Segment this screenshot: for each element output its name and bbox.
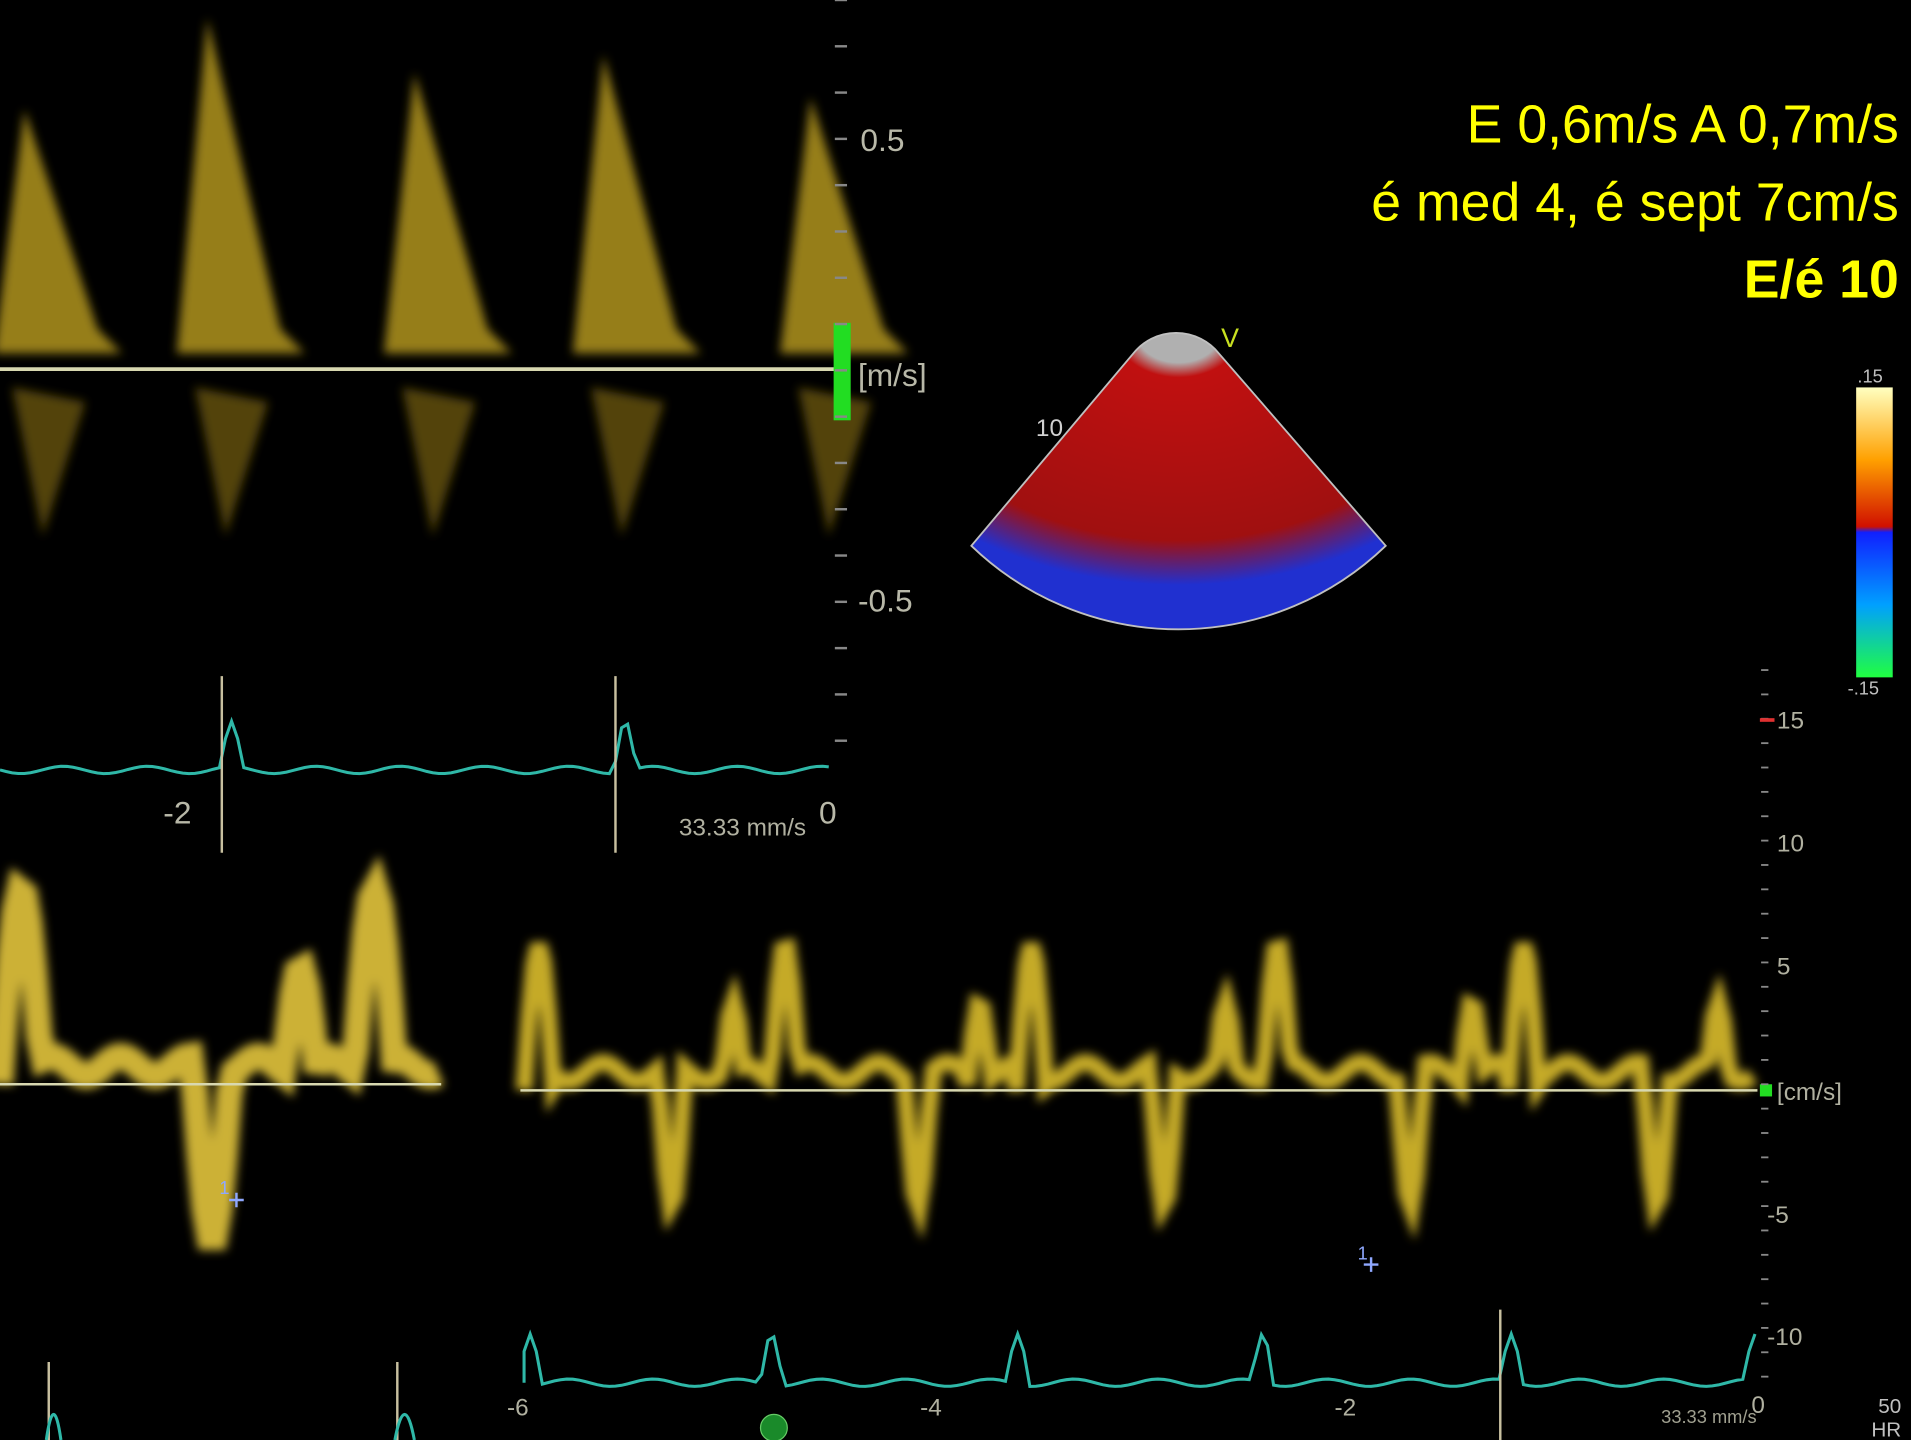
- annotation-line: E 0,6m/s A 0,7m/s: [1467, 95, 1899, 155]
- color-bar: [1856, 387, 1893, 677]
- tissue-doppler-trace: [524, 944, 1753, 1206]
- scale-label: 5: [1777, 954, 1791, 981]
- spectral-envelope: [384, 73, 512, 353]
- scale-label: -5: [1767, 1202, 1789, 1229]
- ecg-trace: [0, 721, 829, 773]
- spectral-envelope: [0, 110, 122, 354]
- color-bar-min: -.15: [1848, 677, 1879, 698]
- page: 0.5 [m/s] -0.5 -2 0 33.33 mm/s V 10 .15 …: [0, 0, 1911, 1440]
- scale-label: 0.5: [860, 122, 904, 158]
- marker: 1: [1358, 1243, 1368, 1264]
- scale-label: -0.5: [858, 583, 913, 619]
- indicator-dot: [761, 1414, 788, 1440]
- ecg-trace: [46, 1414, 414, 1440]
- heart-rate-label: HR: [1871, 1418, 1901, 1440]
- heart-rate: 50: [1878, 1395, 1901, 1418]
- spectral-envelope: [12, 387, 85, 536]
- unit-label: [m/s]: [858, 357, 927, 393]
- annotation-line: E/é 10: [1744, 249, 1899, 309]
- spectral-envelope: [195, 387, 268, 536]
- echo-screen: 0.5 [m/s] -0.5 -2 0 33.33 mm/s V 10 .15 …: [0, 0, 1911, 1440]
- spectral-envelope: [402, 387, 475, 536]
- time-label: 0: [819, 795, 837, 831]
- scale-ticks: [1761, 670, 1768, 1377]
- time-label: -4: [920, 1395, 942, 1422]
- unit-label: [cm/s]: [1777, 1079, 1842, 1106]
- time-label: -2: [1335, 1395, 1357, 1422]
- spectral-envelope: [591, 387, 664, 536]
- scale-label: -10: [1767, 1324, 1802, 1351]
- annotation-line: é med 4, é sept 7cm/s: [1371, 173, 1899, 233]
- scale-ticks: [835, 0, 847, 741]
- ecg-trace: [524, 1334, 1755, 1386]
- scale-label: 15: [1777, 708, 1804, 735]
- sector-label: V: [1221, 323, 1239, 353]
- spectral-envelope: [573, 55, 701, 353]
- depth-label: 10: [1036, 415, 1063, 442]
- color-bar-max: .15: [1857, 366, 1882, 387]
- baseline-marker: [1760, 1084, 1772, 1096]
- time-label: -6: [507, 1395, 529, 1422]
- spectral-envelope: [177, 18, 305, 353]
- scale-label: 10: [1777, 831, 1804, 858]
- sweep-speed: 33.33 mm/s: [679, 815, 806, 842]
- marker: 1: [219, 1177, 229, 1198]
- color-sector: [971, 333, 1385, 629]
- sweep-speed: 33.33 mm/s: [1661, 1406, 1756, 1427]
- time-label: -2: [163, 795, 191, 831]
